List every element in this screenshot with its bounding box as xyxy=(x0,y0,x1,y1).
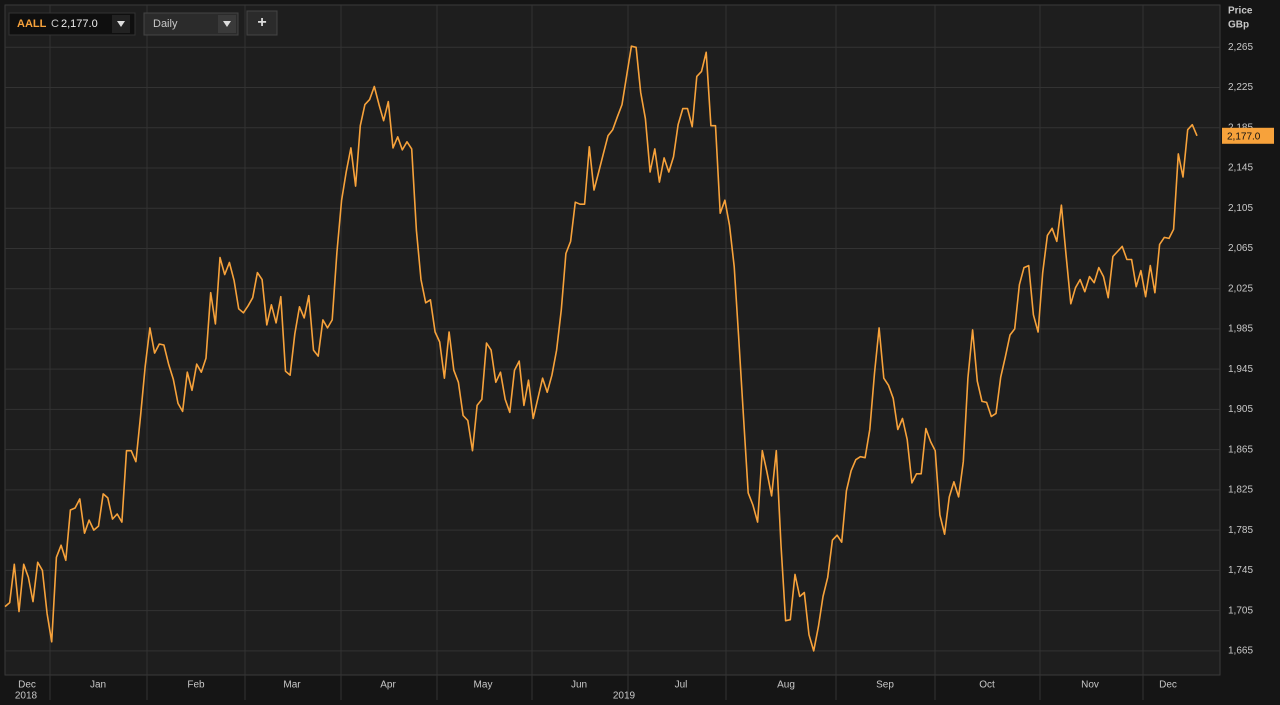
x-tick-label: Apr xyxy=(380,680,396,691)
y-tick-label: 2,105 xyxy=(1228,203,1253,214)
x-tick-label: Jan xyxy=(90,680,106,691)
x-tick-label: Dec xyxy=(18,680,36,691)
y-tick-label: 1,945 xyxy=(1228,364,1253,375)
close-price: 2,177.0 xyxy=(61,18,98,30)
x-tick-label: Sep xyxy=(876,680,894,691)
dropdown-arrow xyxy=(117,21,125,27)
y-tick-label: 1,985 xyxy=(1228,324,1253,335)
year-label: 2018 xyxy=(15,691,38,702)
add-icon: + xyxy=(257,14,266,31)
y-tick-label: 1,825 xyxy=(1228,485,1253,496)
symbol-box[interactable] xyxy=(8,12,136,36)
price-line xyxy=(4,45,1198,652)
x-tick-label: Oct xyxy=(979,680,995,691)
x-tick-label: Feb xyxy=(187,680,205,691)
add-button[interactable] xyxy=(246,10,278,36)
price-tag-label: 2,177.0 xyxy=(1227,131,1261,142)
axis-title: Price xyxy=(1228,6,1253,17)
y-tick-label: 1,705 xyxy=(1228,605,1253,616)
y-tick-label: 1,785 xyxy=(1228,525,1253,536)
y-tick-label: 2,265 xyxy=(1228,42,1253,53)
price-tag xyxy=(1222,127,1274,144)
dropdown-arrow xyxy=(223,21,231,27)
symbol: AALL xyxy=(17,18,47,30)
interval-select[interactable] xyxy=(143,12,239,36)
year-label: 2019 xyxy=(613,691,636,702)
y-tick-label: 2,025 xyxy=(1228,283,1253,294)
plot-area xyxy=(4,4,1221,676)
y-tick-label: 1,665 xyxy=(1228,645,1253,656)
y-tick-label: 2,145 xyxy=(1228,163,1253,174)
interval: Daily xyxy=(153,18,178,30)
axis-unit: GBp xyxy=(1228,20,1249,31)
x-tick-label: Mar xyxy=(283,680,301,691)
x-tick-label: May xyxy=(474,680,493,691)
x-tick-label: Jul xyxy=(675,680,688,691)
y-tick-label: 2,065 xyxy=(1228,243,1253,254)
y-tick-label: 1,865 xyxy=(1228,444,1253,455)
y-tick-label: 1,745 xyxy=(1228,565,1253,576)
x-tick-label: Dec xyxy=(1159,680,1177,691)
y-tick-label: 2,225 xyxy=(1228,82,1253,93)
x-tick-label: Aug xyxy=(777,680,795,691)
close-prefix: C xyxy=(51,18,59,30)
y-tick-label: 1,905 xyxy=(1228,404,1253,415)
x-tick-label: Jun xyxy=(571,680,587,691)
x-tick-label: Nov xyxy=(1081,680,1099,691)
